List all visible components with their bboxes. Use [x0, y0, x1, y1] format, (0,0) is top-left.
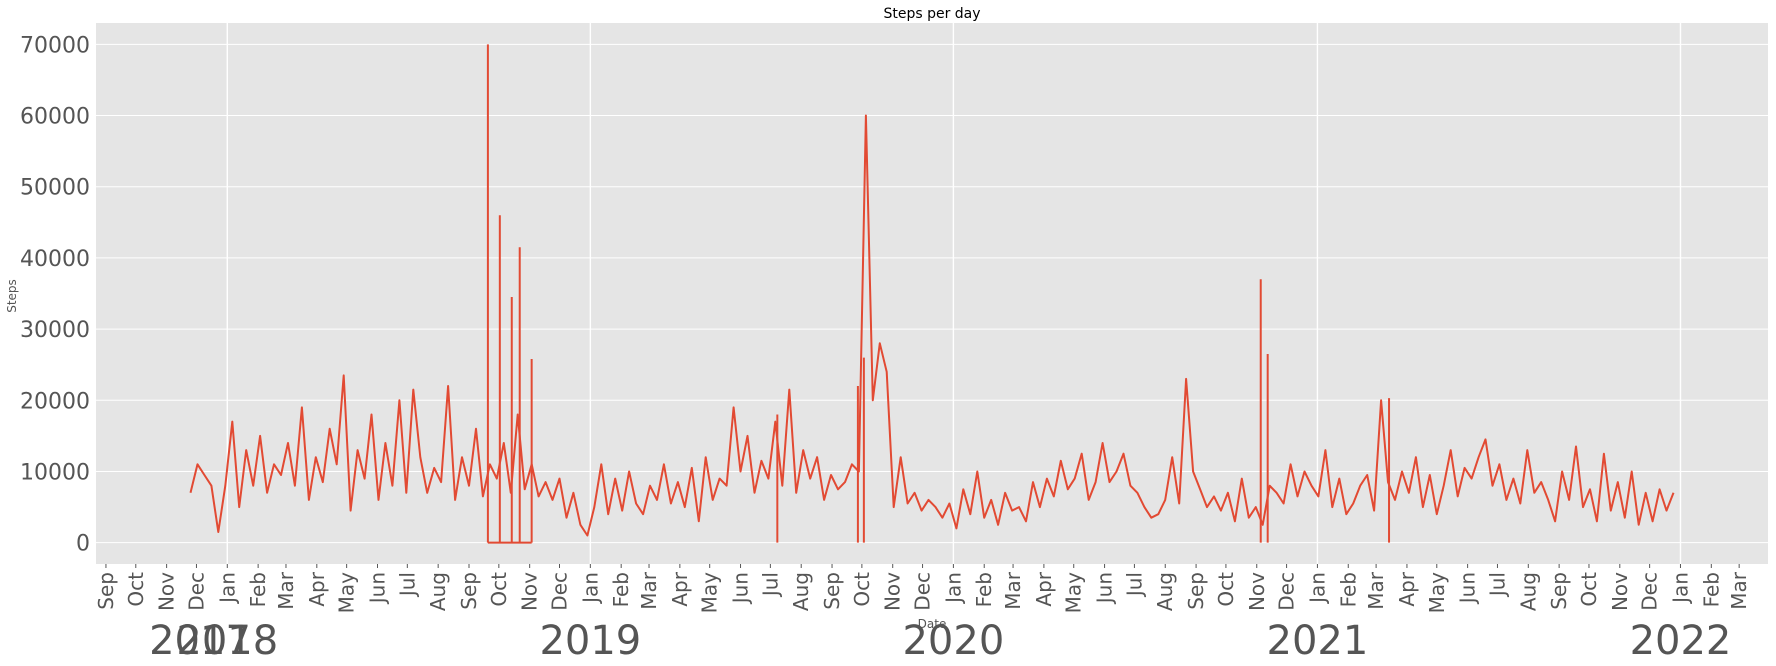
x-tick-label: Nov — [1608, 572, 1632, 611]
y-tick-label: 0 — [76, 532, 90, 557]
x-tick-labels: Sep Oct Nov Dec Jan Feb Mar Apr May Jun Jul Aug Sep O… — [94, 564, 1751, 613]
x-tick-label: Jul — [1485, 572, 1509, 598]
plot-background — [96, 23, 1768, 564]
x-tick-label: Jul — [758, 572, 782, 598]
x-tick-label: Jan — [215, 572, 239, 605]
x-tick-label: Jan — [1305, 572, 1329, 605]
x-tick-label: Jun — [365, 572, 389, 605]
x-tick-label: Mar — [274, 571, 298, 610]
y-tick-label: 70000 — [20, 33, 90, 58]
x-tick-label: Nov — [155, 572, 179, 611]
series-line-steps — [189, 114, 1675, 537]
x-tick-label: Dec — [1638, 572, 1662, 611]
x-tick-label: Sep — [1547, 572, 1571, 610]
x-tick-label: Oct — [124, 572, 148, 607]
x-tick-label: Sep — [820, 572, 844, 610]
x-tick-label: Nov — [881, 572, 905, 611]
x-tick-label: Oct — [850, 572, 874, 607]
x-tick-label: Sep — [1184, 572, 1208, 610]
x-tick-label: Sep — [457, 572, 481, 610]
x-tick-label: Jan — [578, 572, 602, 605]
y-tick-label: 40000 — [20, 247, 90, 272]
x-tick-label: Aug — [426, 572, 450, 611]
x-tick-label: Feb — [1699, 572, 1723, 607]
x-tick-label: May — [1425, 572, 1449, 614]
x-tick-label: Sep — [94, 572, 118, 610]
year-tick-label: 2017 — [149, 618, 251, 664]
x-tick-label: Nov — [518, 572, 542, 611]
x-tick-label: Dec — [911, 572, 935, 611]
x-tick-label: Mar — [1001, 571, 1025, 610]
year-tick-label: 2018 — [176, 618, 278, 664]
x-tick-label: Mar — [1364, 571, 1388, 610]
y-tick-label: 10000 — [20, 460, 90, 485]
x-tick-label: Aug — [789, 572, 813, 611]
x-tick-label: Jun — [729, 572, 753, 605]
x-tick-label: Feb — [1336, 572, 1360, 607]
x-tick-label: Apr — [305, 571, 329, 606]
x-tick-label: Jul — [395, 572, 419, 598]
y-tick-label: 30000 — [20, 318, 90, 343]
chart-title: Steps per day — [883, 6, 980, 22]
x-tick-label: May — [698, 572, 722, 614]
x-tick-label: May — [335, 572, 359, 614]
x-tick-label: Dec — [184, 572, 208, 611]
y-tick-label: 20000 — [20, 389, 90, 414]
x-tick-label: Feb — [609, 572, 633, 607]
x-tick-label: Jan — [1668, 572, 1692, 605]
year-tick-label: 2021 — [1267, 618, 1369, 664]
x-tick-label: Apr — [668, 571, 692, 606]
x-tick-label: Oct — [1214, 572, 1238, 607]
x-tick-label: Jul — [1122, 572, 1146, 598]
spike-lines — [486, 44, 1391, 544]
grid — [96, 23, 1768, 564]
x-tick-label: Dec — [1275, 572, 1299, 611]
x-tick-label: Mar — [1727, 571, 1751, 610]
x-tick-label: Feb — [972, 572, 996, 607]
x-tick-label: Jun — [1456, 572, 1480, 605]
x-tick-label: Aug — [1516, 572, 1540, 611]
x-tick-label: Apr — [1032, 571, 1056, 606]
x-tick-label: May — [1062, 572, 1086, 614]
y-tick-label: 50000 — [20, 176, 90, 201]
y-tick-label: 60000 — [20, 105, 90, 130]
x-tick-label: Jan — [941, 572, 965, 605]
year-tick-label: 2022 — [1630, 618, 1732, 664]
x-tick-label: Feb — [246, 572, 270, 607]
x-tick-label: Jun — [1093, 572, 1117, 605]
year-tick-label: 2020 — [902, 618, 1004, 664]
x-axis-label: Date — [918, 617, 947, 631]
x-tick-label: Aug — [1153, 572, 1177, 611]
x-tick-label: Oct — [487, 572, 511, 607]
x-tick-label: Dec — [548, 572, 572, 611]
x-tick-label: Oct — [1577, 572, 1601, 607]
y-tick-labels: 0 10000 20000 30000 40000 50000 60000 70000 — [20, 33, 90, 556]
x-tick-label: Apr — [1395, 571, 1419, 606]
x-tick-label: Mar — [637, 571, 661, 610]
year-tick-label: 2019 — [539, 618, 641, 664]
y-axis-label: Steps — [5, 279, 19, 313]
x-tick-label: Nov — [1245, 572, 1269, 611]
